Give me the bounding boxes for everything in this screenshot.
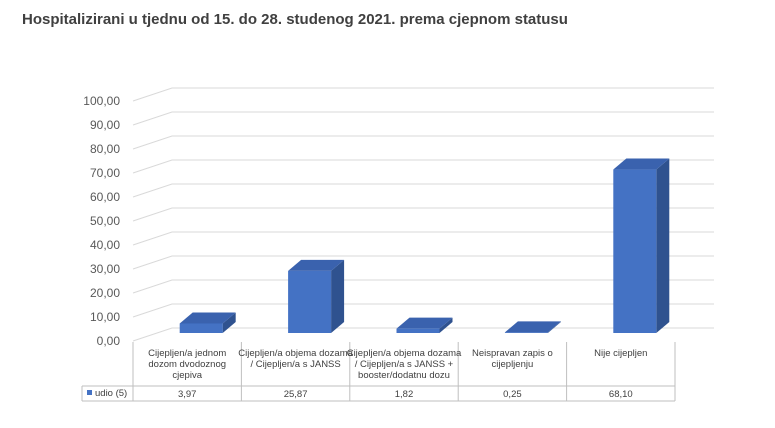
bars-layer <box>179 158 670 333</box>
gridline <box>132 183 714 198</box>
data-label: 1,82 <box>395 389 414 400</box>
y-axis-ticks: 0,00 10,00 20,00 30,00 40,00 50,00 60,00 70,00 8… <box>83 94 120 348</box>
y-tick-label: 100,00 <box>83 94 120 108</box>
gridline <box>132 279 714 294</box>
category-label: Neispravan zapis o cijepljenju <box>472 348 553 370</box>
bar-front <box>613 169 657 333</box>
data-label: 68,10 <box>609 389 633 400</box>
gridline <box>132 135 714 150</box>
gridline <box>132 159 714 174</box>
bar-top <box>504 321 561 333</box>
bar <box>179 312 236 333</box>
gridline <box>132 87 714 102</box>
category-label: Nije cijepljen <box>594 348 647 359</box>
bar-top <box>179 312 236 324</box>
bar-front <box>396 328 440 333</box>
y-tick-label: 50,00 <box>90 214 120 228</box>
bar <box>396 317 453 333</box>
bar-front <box>288 270 332 333</box>
y-tick-label: 80,00 <box>90 142 120 156</box>
y-tick-label: 10,00 <box>90 310 120 324</box>
bar <box>504 321 561 333</box>
bar-side <box>331 259 345 333</box>
gridline <box>132 207 714 222</box>
bar-side <box>222 312 236 333</box>
bar-side <box>547 321 561 333</box>
chart-title: Hospitalizirani u tjednu od 15. do 28. s… <box>22 11 568 28</box>
data-label: 0,25 <box>503 389 522 400</box>
bar-top <box>396 317 453 329</box>
bar-front <box>179 323 223 333</box>
bar <box>613 158 670 333</box>
bar-top <box>288 259 345 271</box>
y-tick-label: 30,00 <box>90 262 120 276</box>
bar-top <box>613 158 670 170</box>
category-label: Cijepljen/a objema dozama / Cijepljen/a s… <box>347 348 462 381</box>
data-table: Cijepljen/a jednom dozom dvodoznog cjepiva… <box>81 342 676 402</box>
bar <box>288 259 345 333</box>
category-label: Cijepljen/a jednom dozom dvodoznog cjepiva <box>148 348 226 381</box>
data-label: 25,87 <box>284 389 308 400</box>
y-tick-label: 20,00 <box>90 286 120 300</box>
grid-layer <box>132 87 714 342</box>
category-label: Cijepljen/a objema dozama / Cijepljen/a s… <box>238 348 353 370</box>
y-tick-label: 70,00 <box>90 166 120 180</box>
bar-front <box>504 332 548 333</box>
y-tick-label: 90,00 <box>90 118 120 132</box>
bar-side <box>656 158 670 333</box>
bar-side <box>439 317 453 333</box>
gridline <box>132 303 714 318</box>
data-label: 3,97 <box>178 389 197 400</box>
legend-label: udio (5) <box>95 388 127 399</box>
gridline <box>132 255 714 270</box>
y-tick-label: 0,00 <box>97 334 121 348</box>
legend-swatch <box>87 390 92 395</box>
gridline <box>132 111 714 126</box>
y-tick-label: 60,00 <box>90 190 120 204</box>
y-tick-label: 40,00 <box>90 238 120 252</box>
gridline <box>132 231 714 246</box>
